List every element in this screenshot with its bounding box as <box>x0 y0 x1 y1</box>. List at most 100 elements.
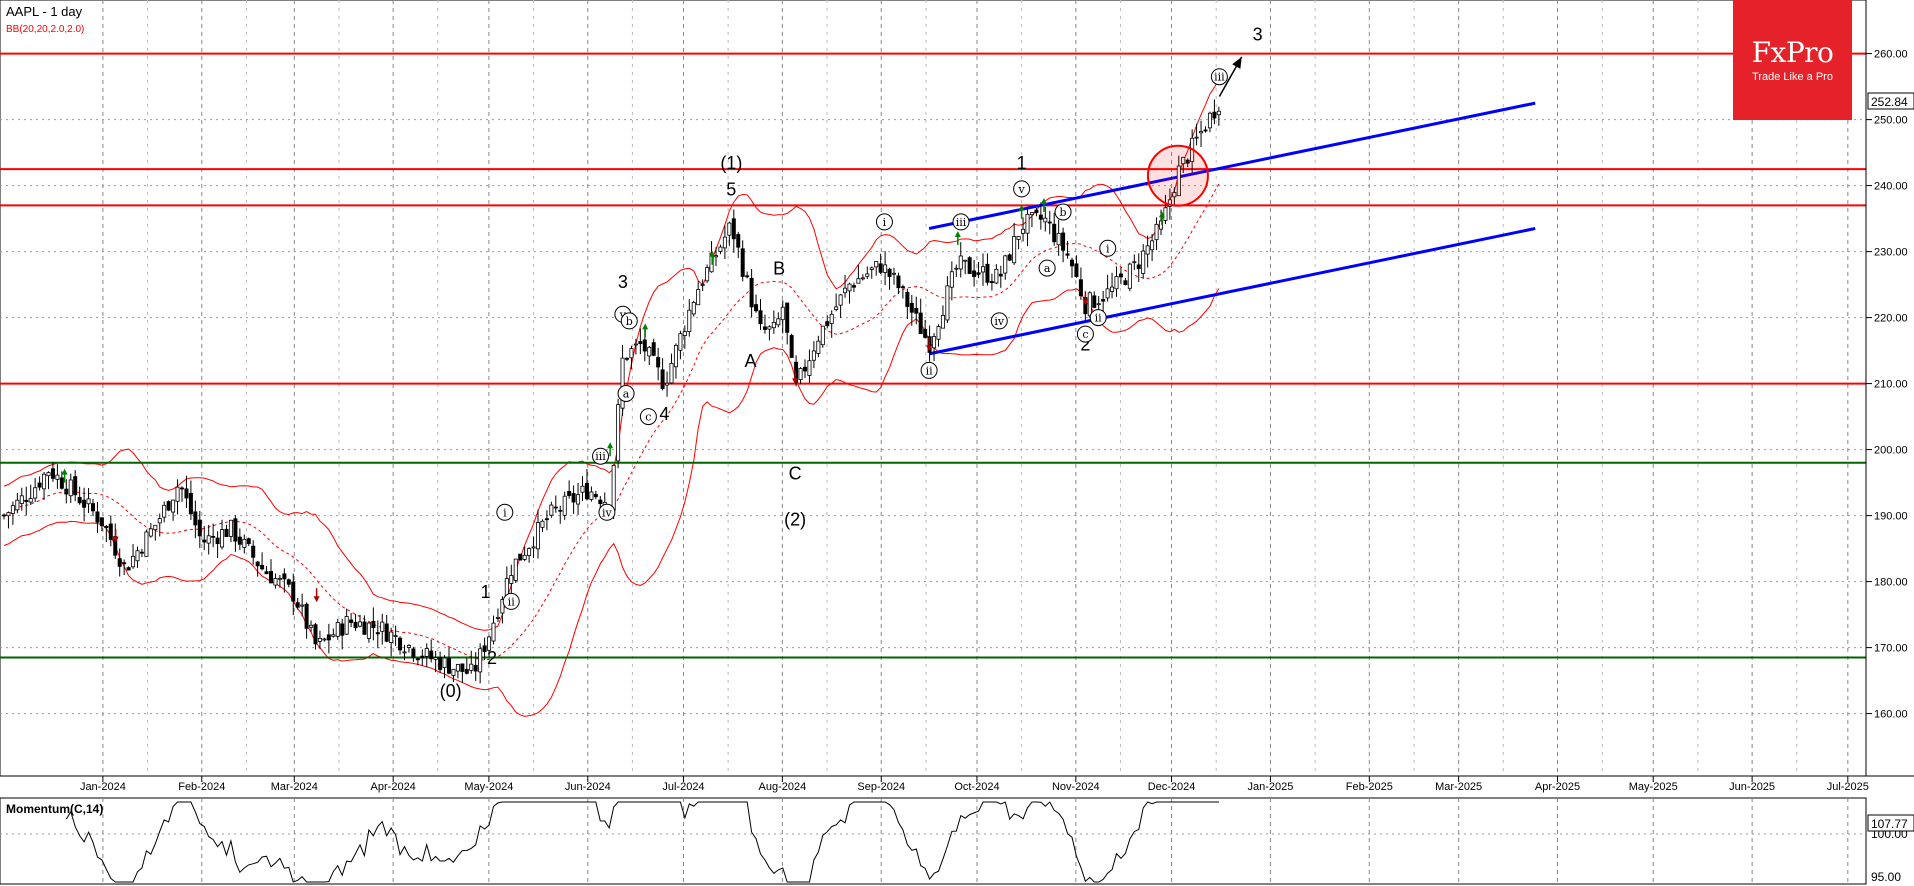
candle-body <box>892 272 897 275</box>
last-price-label: 252.84 <box>1871 95 1908 109</box>
candle-body <box>807 360 812 376</box>
candle-body <box>1141 250 1146 274</box>
candle-body <box>108 523 113 540</box>
projection-arrowhead <box>1232 56 1242 69</box>
candle-body <box>131 555 136 568</box>
candle-body <box>936 326 941 340</box>
candle-body <box>482 645 487 652</box>
logo-tagline: Trade Like a Pro <box>1752 71 1833 83</box>
buy-signal-head <box>709 250 716 257</box>
candle-body <box>1199 131 1204 134</box>
momentum-line <box>65 801 1219 883</box>
candle-body <box>126 567 131 571</box>
candle-body <box>1025 213 1030 234</box>
candle-body <box>273 578 278 586</box>
time-label: Mar-2025 <box>1435 781 1482 793</box>
price-label: 230.00 <box>1874 247 1908 259</box>
candle-body <box>1065 253 1070 256</box>
price-label: 190.00 <box>1874 511 1908 523</box>
time-label: Jul-2024 <box>662 781 704 793</box>
candle-body <box>1087 292 1092 317</box>
candle-body <box>362 621 367 635</box>
wave-label-circle <box>990 312 1008 330</box>
candle-body <box>856 278 861 284</box>
wave-label-major: 5 <box>726 180 736 200</box>
candle-body <box>722 236 727 249</box>
wave-label-circle <box>1210 68 1228 86</box>
candle-body <box>869 267 874 270</box>
signal-arrows <box>61 198 1165 603</box>
candle-body <box>954 267 959 270</box>
candle-body <box>785 302 790 333</box>
candle-body <box>531 546 536 549</box>
buy-signal-head <box>642 323 649 330</box>
candle-body <box>179 487 184 490</box>
candle-body <box>1092 295 1097 308</box>
price-axis: 160.00 170.00 180.00 190.00 200.00 210.00 220.… <box>1865 0 1908 776</box>
candle-body <box>762 326 767 330</box>
candle-body <box>246 538 251 545</box>
candle-body <box>576 494 581 505</box>
wave-label-major: 1 <box>481 582 491 602</box>
candle-body <box>10 505 15 514</box>
candle-body <box>73 476 78 496</box>
time-label: Sep-2024 <box>857 781 905 793</box>
candle-body <box>558 509 563 512</box>
candle-body <box>736 234 741 248</box>
candle-body <box>1034 209 1039 214</box>
buy-signal-head <box>1018 204 1025 211</box>
candle-body <box>1096 303 1101 306</box>
symbol-title: AAPL - 1 day <box>6 4 83 19</box>
candle-body <box>940 315 945 329</box>
candle-body <box>687 309 692 332</box>
candle-body <box>874 260 879 268</box>
time-label: Nov-2024 <box>1052 781 1100 793</box>
wave-label-circle <box>598 503 616 521</box>
candle-body <box>268 571 273 584</box>
candle-body <box>398 637 403 651</box>
wave-label-major: (1) <box>720 153 742 173</box>
momentum-title: Momentum(C,14) <box>6 802 103 816</box>
candle-body <box>669 362 674 384</box>
candle-body <box>896 275 901 289</box>
wave-label-major: 2 <box>1080 335 1090 355</box>
candle-body <box>389 631 394 643</box>
candle-body <box>611 465 616 511</box>
candle-body <box>1038 214 1043 220</box>
wave-label-minor: iii <box>595 450 606 463</box>
candle-body <box>718 246 723 252</box>
wave-label-minor: ii <box>1095 312 1103 325</box>
candle-body <box>620 357 625 409</box>
candle-body <box>277 577 282 580</box>
candle-body <box>206 535 211 544</box>
candle-body <box>2 514 7 517</box>
candle-body <box>745 275 750 278</box>
candle-body <box>1052 223 1057 243</box>
wave-label-major: B <box>773 259 785 279</box>
candle-body <box>55 474 60 480</box>
bollinger-lower <box>3 288 1220 717</box>
candle-body <box>527 548 532 556</box>
candle-body <box>678 333 683 351</box>
candle-body <box>967 257 972 274</box>
candle-body <box>433 657 438 660</box>
candle-body <box>1070 259 1075 267</box>
wave-label-minor: v <box>1018 183 1026 196</box>
candle-body <box>829 313 834 324</box>
candle-body <box>175 486 180 502</box>
candle-body <box>536 522 541 550</box>
candle-body <box>789 335 794 358</box>
candle-body <box>562 495 567 516</box>
candle-body <box>1145 245 1150 255</box>
candle-body <box>28 498 33 503</box>
candle-body <box>255 561 260 567</box>
candle-body <box>860 277 865 280</box>
candle-body <box>340 623 345 636</box>
candle-body <box>446 658 451 674</box>
candle-body <box>843 287 848 294</box>
candle-body <box>406 645 411 648</box>
candle-body <box>923 329 928 338</box>
candle-body <box>914 307 919 314</box>
channel-line <box>928 227 1536 356</box>
candle-body <box>616 404 621 462</box>
